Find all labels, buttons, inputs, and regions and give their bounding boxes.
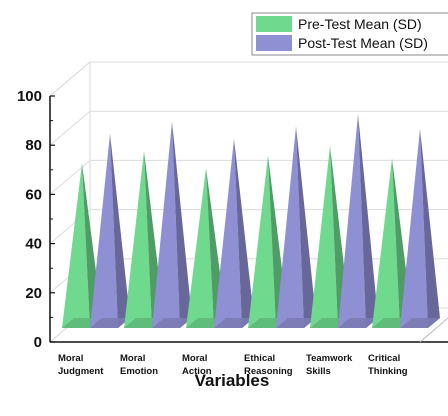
cone-side-face bbox=[234, 138, 254, 328]
legend-swatch bbox=[256, 35, 292, 51]
cone-front-face bbox=[400, 128, 428, 328]
y-tick-label: 100 bbox=[17, 88, 42, 105]
cone-front-face bbox=[90, 133, 118, 328]
axes bbox=[49, 95, 448, 343]
cones bbox=[62, 113, 440, 328]
category-label: Skills bbox=[306, 366, 331, 377]
category-label: Critical bbox=[368, 353, 400, 364]
category-label: Moral bbox=[182, 353, 207, 364]
cone-side-face bbox=[358, 113, 378, 328]
cone-base bbox=[152, 318, 192, 328]
cone-side-face bbox=[296, 126, 316, 328]
category-label: Teamwork bbox=[306, 353, 353, 364]
cone-front-face bbox=[310, 145, 338, 328]
cone-post-4 bbox=[338, 113, 378, 328]
category-label: Moral bbox=[58, 353, 83, 364]
cone-front-face bbox=[124, 150, 152, 328]
y-tick-labels: 0 20 40 60 80 100 bbox=[17, 88, 42, 351]
y-tick-label: 0 bbox=[34, 334, 42, 351]
cone-base bbox=[90, 318, 130, 328]
legend-swatch bbox=[256, 16, 292, 32]
cone-front-face bbox=[276, 126, 304, 328]
category-labels: Moral Judgment Moral Emotion Moral Action Ethi… bbox=[58, 353, 408, 377]
legend: Pre-Test Mean (SD) Post-Test Mean (SD) bbox=[251, 12, 448, 56]
category-label: Judgment bbox=[58, 366, 104, 377]
cone-base bbox=[214, 318, 254, 328]
cone-front-face bbox=[152, 121, 180, 328]
x-axis-title: Variables bbox=[195, 371, 270, 390]
category-label: Action bbox=[182, 366, 212, 377]
floor-right-edge bbox=[419, 317, 448, 343]
gridline-depth bbox=[49, 61, 91, 97]
cone-base bbox=[338, 318, 378, 328]
cone-front-face bbox=[214, 138, 242, 328]
category-label: Emotion bbox=[120, 366, 158, 377]
cone-post-3 bbox=[276, 126, 316, 328]
legend-label: Pre-Test Mean (SD) bbox=[298, 16, 422, 32]
cone-front-face bbox=[62, 163, 90, 328]
y-tick-label: 60 bbox=[25, 186, 42, 203]
cone-front-face bbox=[186, 168, 214, 328]
legend-label: Post-Test Mean (SD) bbox=[298, 35, 428, 51]
cone-base bbox=[276, 318, 316, 328]
gridline-depth bbox=[49, 110, 91, 146]
cone-front-face bbox=[338, 113, 366, 328]
y-tick-label: 80 bbox=[25, 137, 42, 154]
cone-post-1 bbox=[152, 121, 192, 328]
cone-front-face bbox=[248, 155, 276, 328]
category-label: Moral bbox=[120, 353, 145, 364]
cone-front-face bbox=[372, 158, 400, 328]
category-label: Thinking bbox=[368, 366, 408, 377]
y-tick-label: 40 bbox=[25, 236, 42, 253]
y-tick-label: 20 bbox=[25, 285, 42, 302]
cone-post-5 bbox=[400, 128, 440, 328]
category-label: Reasoning bbox=[244, 366, 293, 377]
cone-post-2 bbox=[214, 138, 254, 328]
cone-side-face bbox=[172, 121, 192, 328]
cone-side-face bbox=[110, 133, 130, 328]
category-label: Ethical bbox=[244, 353, 275, 364]
cone-side-face bbox=[420, 128, 440, 328]
cone-base bbox=[400, 318, 440, 328]
cone-post-0 bbox=[90, 133, 130, 328]
gridline-depth bbox=[49, 160, 91, 195]
